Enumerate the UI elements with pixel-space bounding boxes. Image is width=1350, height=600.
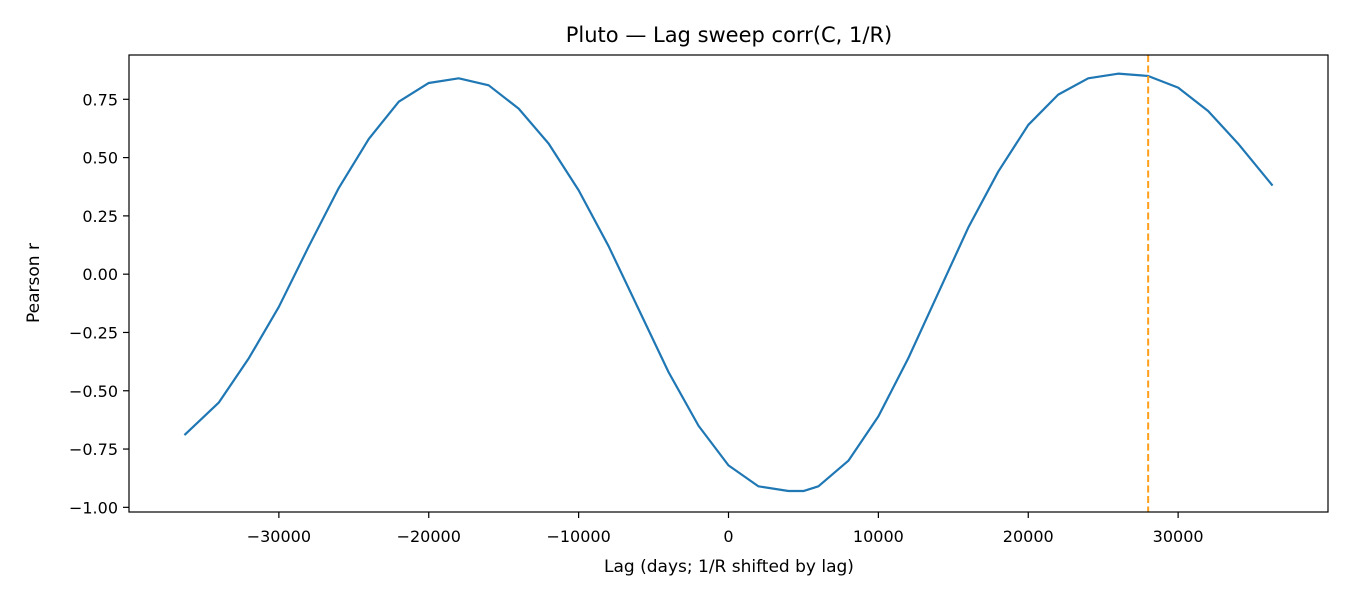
x-axis-label: Lag (days; 1/R shifted by lag) [604, 557, 854, 577]
y-tick-label-7: −1.00 [69, 498, 118, 517]
y-tick-label-3: 0.00 [82, 265, 118, 284]
x-tick-label-2: −10000 [546, 527, 610, 546]
plot-area: −30000 −20000 −10000 0 10000 20000 30000 0.75 0.… [69, 54, 1329, 546]
x-tick-label-5: 20000 [1003, 527, 1054, 546]
y-tick-label-5: −0.50 [69, 382, 118, 401]
y-tick-label-0: 0.75 [82, 90, 118, 109]
y-tick-label-1: 0.50 [82, 149, 118, 168]
x-tick-label-4: 10000 [853, 527, 904, 546]
x-tick-label-0: −30000 [247, 527, 311, 546]
x-tick-label-3: 0 [723, 527, 733, 546]
x-tick-label-6: 30000 [1153, 527, 1204, 546]
x-tick-label-1: −20000 [397, 527, 461, 546]
series-line-0 [183, 72, 1274, 493]
y-tick-label-2: 0.25 [82, 207, 118, 226]
y-axis-label: Pearson r [24, 243, 44, 323]
y-tick-label-4: −0.25 [69, 323, 118, 342]
y-tick-label-6: −0.75 [69, 440, 118, 459]
chart-title: Pluto — Lag sweep corr(C, 1/R) [566, 23, 893, 47]
